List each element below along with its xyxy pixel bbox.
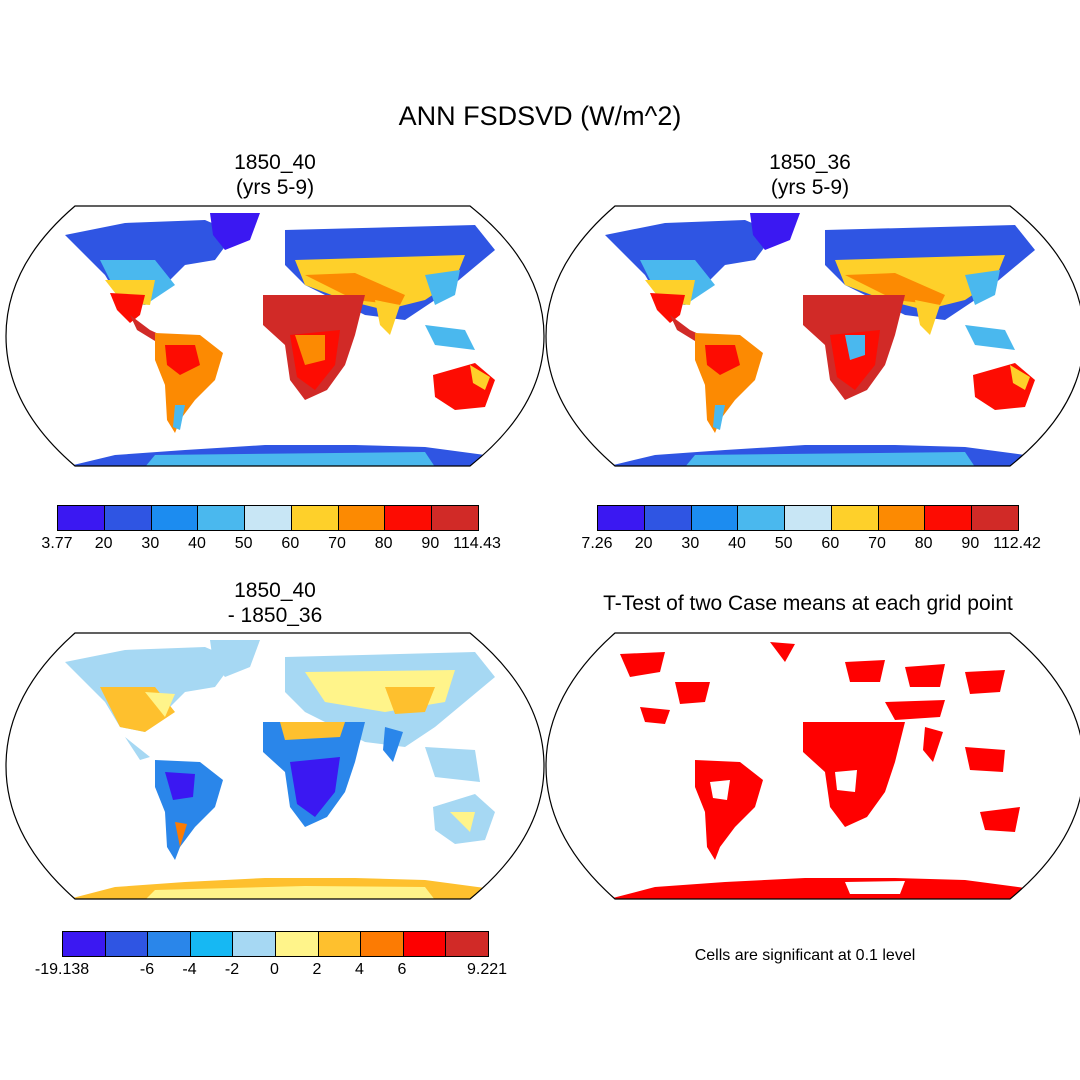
colorbar-tick-label: 40	[728, 535, 746, 552]
colorbar-box	[58, 506, 105, 530]
panel1-title: 1850_40 (yrs 5-9)	[130, 150, 420, 200]
figure-title: ANN FSDSVD (W/m^2)	[398, 101, 682, 131]
colorbar-box	[104, 506, 152, 530]
colorbar-box	[432, 506, 479, 530]
colorbar-tick-label: 2	[312, 961, 322, 978]
colorbar-box	[148, 932, 191, 956]
panel3-title: 1850_40 - 1850_36	[130, 578, 420, 628]
colorbar-tick-label: 4	[355, 961, 364, 978]
colorbar-tick-label: 80	[374, 535, 393, 552]
colorbar-box	[338, 506, 386, 530]
colorbar-tick-label: 0	[270, 961, 279, 978]
colorbar-tick-label: 6	[397, 961, 407, 978]
colorbar-box	[785, 506, 832, 530]
colorbar-box	[151, 506, 199, 530]
colorbar-panel3-labels: -19.138 -6 -4 -2 0 2 4 6 9.221	[35, 961, 507, 981]
colorbar-tick-label: 112.42	[993, 535, 1041, 552]
panel3-title-line2: - 1850_36	[227, 604, 323, 627]
colorbar-box	[318, 932, 362, 956]
colorbar-box	[275, 932, 319, 956]
colorbar-box	[361, 932, 404, 956]
colorbar-panel1-labels: 3.77 20 30 40 50 60 70 80 90 114.43	[41, 535, 500, 555]
colorbar-box	[190, 932, 234, 956]
colorbar-tick-label: -19.138	[34, 961, 90, 978]
colorbar-tick-label: 30	[681, 535, 700, 552]
colorbar-tick-label: -2	[224, 961, 240, 978]
map-panel4	[545, 632, 1080, 900]
panel1-title-line2: (yrs 5-9)	[235, 176, 315, 199]
colorbar-box	[63, 932, 106, 956]
colorbar-tick-label: 50	[234, 535, 253, 552]
colorbar-tick-label: 114.43	[453, 535, 501, 552]
colorbar-box	[233, 932, 276, 956]
colorbar-tick-label: 40	[188, 535, 206, 552]
colorbar-box	[198, 506, 246, 530]
colorbar-box	[972, 506, 1019, 530]
colorbar-tick-label: 30	[141, 535, 160, 552]
colorbar-box	[925, 506, 973, 530]
colorbar-tick-label: 90	[421, 535, 440, 552]
map-panel2	[545, 205, 1080, 467]
map-panel1	[5, 205, 545, 467]
panel3-title-line1: 1850_40	[234, 579, 316, 602]
colorbar-box	[446, 932, 488, 956]
panel2-title-line1: 1850_36	[769, 151, 851, 174]
colorbar-tick-label: 3.77	[41, 535, 73, 552]
colorbar-tick-label: 50	[774, 535, 793, 552]
ttest-title: T-Test of two Case means at each grid po…	[603, 592, 1013, 615]
colorbar-box	[878, 506, 926, 530]
colorbar-panel3	[62, 931, 489, 957]
colorbar-box	[105, 932, 149, 956]
panel2-title-line2: (yrs 5-9)	[770, 176, 850, 199]
colorbar-tick-label: 70	[868, 535, 886, 552]
colorbar-tick-label: 20	[94, 535, 113, 552]
colorbar-panel2	[597, 505, 1019, 531]
colorbar-tick-label: -4	[182, 961, 197, 978]
colorbar-box	[403, 932, 447, 956]
colorbar-tick-label: 70	[328, 535, 346, 552]
colorbar-tick-label: 80	[914, 535, 933, 552]
colorbar-box	[385, 506, 433, 530]
colorbar-panel2-labels: 7.26 20 30 40 50 60 70 80 90 112.42	[581, 535, 1040, 555]
colorbar-box	[644, 506, 692, 530]
colorbar-panel1	[57, 505, 479, 531]
map-panel3	[5, 632, 545, 900]
colorbar-tick-label: 60	[281, 535, 300, 552]
colorbar-tick-label: 7.26	[581, 535, 613, 552]
colorbar-tick-label: 90	[961, 535, 980, 552]
colorbar-tick-label: 60	[821, 535, 840, 552]
colorbar-tick-label: 20	[634, 535, 653, 552]
colorbar-box	[245, 506, 292, 530]
colorbar-box	[831, 506, 879, 530]
colorbar-box	[738, 506, 786, 530]
colorbar-box	[598, 506, 645, 530]
significance-note: Cells are significant at 0.1 level	[694, 947, 916, 964]
panel2-title: 1850_36 (yrs 5-9)	[665, 150, 955, 200]
colorbar-box	[691, 506, 739, 530]
colorbar-box	[291, 506, 339, 530]
colorbar-tick-label: -6	[139, 961, 155, 978]
colorbar-tick-label: 9.221	[466, 961, 508, 978]
panel1-title-line1: 1850_40	[234, 151, 316, 174]
